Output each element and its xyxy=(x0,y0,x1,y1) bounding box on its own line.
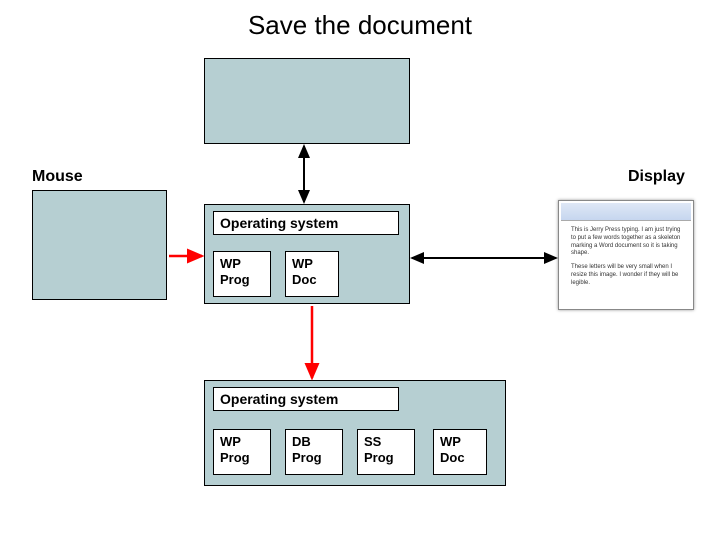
storage-cell-wp-doc: WP Doc xyxy=(433,429,487,475)
display-text: This is Jerry Press typing. I am just tr… xyxy=(571,227,685,288)
ram-cell-wp-doc: WP Doc xyxy=(285,251,339,297)
storage-cell-ss-prog: SS Prog xyxy=(357,429,415,475)
display-para-1: This is Jerry Press typing. I am just tr… xyxy=(571,227,685,258)
page-title: Save the document xyxy=(0,10,720,41)
storage-cell-wp-prog: WP Prog xyxy=(213,429,271,475)
storage-os-label: Operating system xyxy=(213,387,399,411)
ram-cell-wp-prog: WP Prog xyxy=(213,251,271,297)
mouse-label: Mouse xyxy=(32,168,83,186)
top-box xyxy=(204,58,410,144)
storage-cell-db-prog: DB Prog xyxy=(285,429,343,475)
mouse-box xyxy=(32,190,167,300)
display-ribbon xyxy=(561,203,691,221)
ram-os-label: Operating system xyxy=(213,211,399,235)
display-label: Display xyxy=(628,168,685,186)
ram-box: Operating system WP Prog WP Doc xyxy=(204,204,410,304)
display-para-2: These letters will be very small when I … xyxy=(571,264,685,287)
display-window: This is Jerry Press typing. I am just tr… xyxy=(558,200,694,310)
storage-box: Operating system WP Prog DB Prog SS Prog… xyxy=(204,380,506,486)
